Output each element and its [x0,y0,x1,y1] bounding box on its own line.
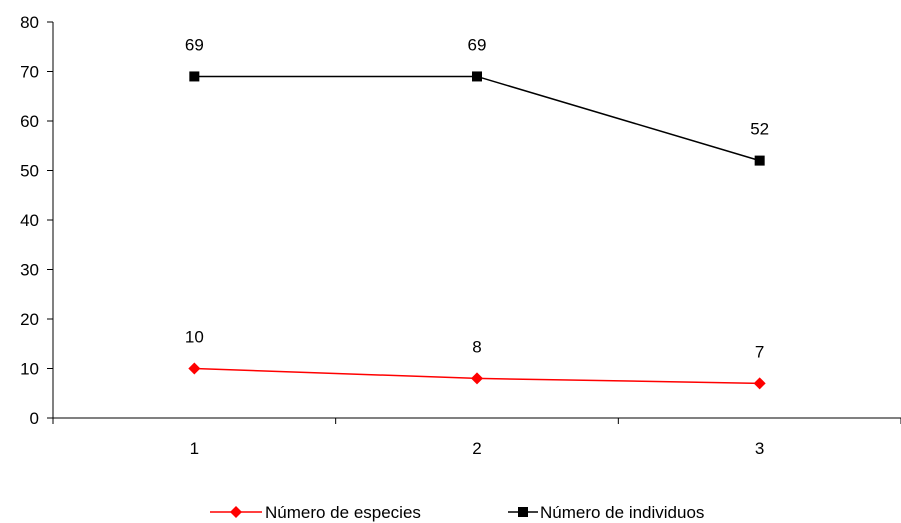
x-tick-label: 1 [190,439,199,458]
y-tick-label: 20 [20,310,39,329]
y-tick-label: 70 [20,63,39,82]
y-tick-label: 0 [30,409,39,428]
legend-marker [230,506,242,518]
x-tick-label: 2 [472,439,481,458]
data-point [754,155,765,166]
legend-label: Número de especies [265,503,421,522]
data-label: 7 [755,342,764,361]
data-label: 8 [472,337,481,356]
y-tick-label: 80 [20,13,39,32]
data-label: 10 [185,328,204,347]
y-tick-label: 50 [20,162,39,181]
legend-label: Número de individuos [540,503,704,522]
data-point [188,362,201,375]
data-label: 69 [185,35,204,54]
data-point [471,372,483,385]
data-point [189,71,200,82]
y-tick-label: 10 [20,360,39,379]
y-tick-label: 30 [20,261,39,280]
series-line-individuos [194,75,760,162]
data-label: 69 [468,35,487,54]
data-point [472,71,482,82]
y-tick-label: 60 [20,112,39,131]
legend-marker [518,507,528,517]
data-point [753,377,766,390]
x-tick-label: 3 [755,439,764,458]
data-label: 52 [750,120,769,139]
y-tick-label: 40 [20,211,39,230]
